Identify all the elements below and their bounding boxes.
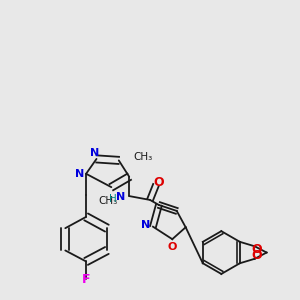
Text: O: O [252, 243, 262, 256]
Text: H: H [109, 194, 117, 204]
Text: CH₃: CH₃ [133, 152, 152, 162]
Text: O: O [168, 242, 177, 253]
Text: N: N [116, 192, 125, 202]
Text: N: N [141, 220, 150, 230]
Text: CH₃: CH₃ [99, 196, 118, 206]
Text: O: O [252, 249, 262, 262]
Text: N: N [90, 148, 100, 158]
Text: F: F [82, 273, 90, 286]
Text: O: O [154, 176, 164, 189]
Text: N: N [75, 169, 84, 179]
